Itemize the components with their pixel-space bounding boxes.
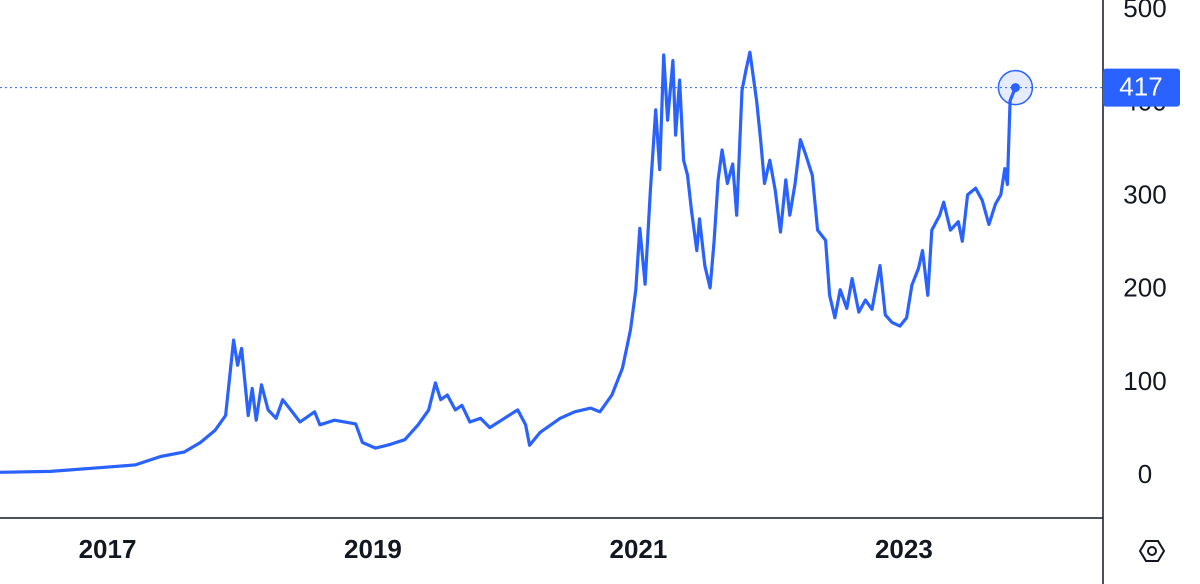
settings-hexagon[interactable] [1138,540,1166,562]
last-point [1010,83,1020,93]
y-tick-label: 500 [1123,0,1166,23]
y-tick-label: 100 [1123,366,1166,396]
x-tick-label: 2017 [79,534,137,564]
settings-dot[interactable] [1147,546,1157,556]
settings-icon[interactable] [1138,540,1166,562]
x-tick-label: 2021 [610,534,668,564]
price-line [0,50,1017,474]
last-value-label: 417 [1119,71,1162,101]
x-tick-label: 2019 [344,534,402,564]
y-tick-label: 200 [1123,273,1166,303]
y-tick-label: 300 [1123,179,1166,209]
y-tick-label: 0 [1138,459,1152,489]
last-value-badge [1103,68,1180,107]
x-tick-label: 2023 [875,534,933,564]
